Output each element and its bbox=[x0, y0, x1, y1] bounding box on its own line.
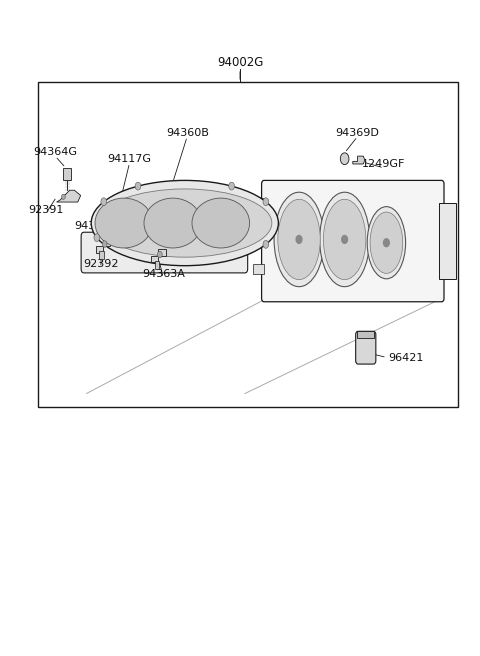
Text: 92391: 92391 bbox=[28, 205, 63, 215]
Ellipse shape bbox=[370, 212, 403, 274]
Circle shape bbox=[342, 236, 348, 243]
Text: 1249GF: 1249GF bbox=[362, 159, 406, 169]
Ellipse shape bbox=[144, 198, 202, 248]
Bar bbox=[63, 168, 71, 180]
Polygon shape bbox=[57, 190, 81, 202]
FancyBboxPatch shape bbox=[356, 331, 376, 364]
Bar bbox=[253, 231, 264, 241]
Text: 94363A: 94363A bbox=[142, 270, 185, 279]
Bar bbox=[357, 331, 374, 338]
Text: 94117G: 94117G bbox=[108, 154, 152, 164]
Circle shape bbox=[296, 236, 302, 243]
Circle shape bbox=[340, 153, 349, 165]
Ellipse shape bbox=[95, 198, 153, 248]
Bar bbox=[439, 203, 456, 279]
Polygon shape bbox=[353, 156, 365, 164]
Circle shape bbox=[263, 241, 269, 248]
Ellipse shape bbox=[367, 207, 406, 279]
Ellipse shape bbox=[278, 199, 320, 279]
Text: 92392: 92392 bbox=[83, 259, 119, 269]
Polygon shape bbox=[151, 249, 166, 262]
Ellipse shape bbox=[324, 199, 366, 279]
Bar bbox=[155, 261, 159, 269]
Ellipse shape bbox=[192, 198, 250, 248]
Text: 94369D: 94369D bbox=[336, 128, 380, 138]
Ellipse shape bbox=[91, 180, 278, 266]
Polygon shape bbox=[96, 240, 110, 253]
Bar bbox=[253, 198, 264, 209]
Ellipse shape bbox=[274, 192, 324, 287]
Text: 96421: 96421 bbox=[388, 352, 423, 363]
Circle shape bbox=[229, 182, 235, 190]
Ellipse shape bbox=[98, 189, 272, 257]
FancyBboxPatch shape bbox=[262, 180, 444, 302]
Ellipse shape bbox=[320, 192, 370, 287]
Circle shape bbox=[94, 234, 100, 241]
Circle shape bbox=[384, 239, 389, 247]
Circle shape bbox=[101, 198, 107, 205]
FancyBboxPatch shape bbox=[81, 232, 248, 273]
Circle shape bbox=[102, 241, 107, 247]
Text: 94363A: 94363A bbox=[74, 221, 118, 231]
Bar bbox=[99, 251, 104, 259]
Circle shape bbox=[157, 251, 162, 258]
Text: 94002G: 94002G bbox=[217, 56, 263, 69]
Bar bbox=[38, 82, 458, 407]
Text: 94360B: 94360B bbox=[166, 128, 209, 138]
Circle shape bbox=[263, 198, 269, 205]
Text: 94364G: 94364G bbox=[33, 148, 77, 157]
Circle shape bbox=[61, 194, 65, 199]
Bar bbox=[253, 264, 264, 274]
Circle shape bbox=[135, 182, 141, 190]
